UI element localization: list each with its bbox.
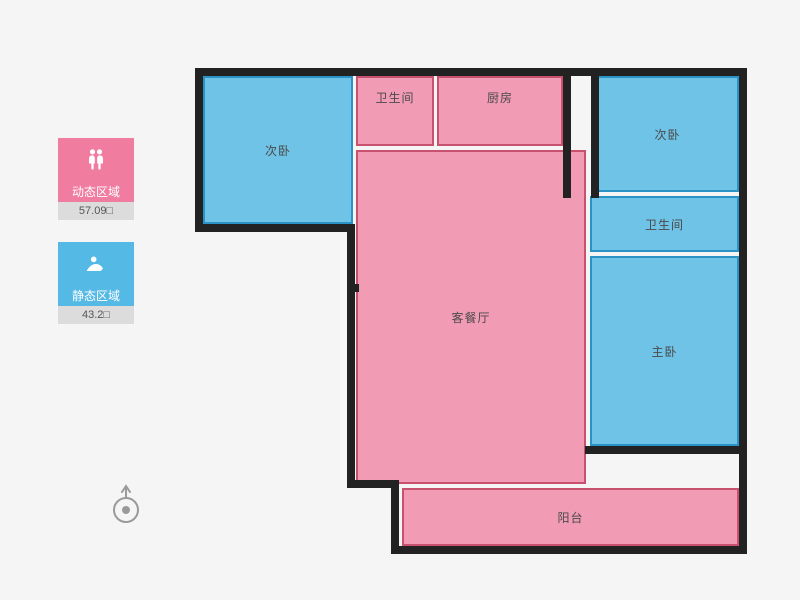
wall-segment: [591, 68, 599, 198]
compass-icon: [108, 484, 144, 531]
room-bedroom2-right: 次卧: [596, 76, 739, 192]
room-master-bedroom: 主卧: [590, 256, 739, 446]
room-kitchen: 厨房: [437, 76, 563, 146]
room-label: 次卧: [261, 141, 295, 160]
legend-static: 静态区域 43.2□: [58, 242, 134, 324]
room-label: 客餐厅: [447, 308, 494, 327]
room-label: 厨房: [483, 88, 517, 107]
floorplan: 次卧卫生间厨房次卧卫生间客餐厅主卧阳台: [195, 68, 747, 554]
legend-dynamic: 动态区域 57.09□: [58, 138, 134, 220]
legend-dynamic-label: 动态区域: [58, 182, 134, 202]
wall-segment: [563, 68, 571, 198]
room-bedroom2-left: 次卧: [203, 76, 353, 224]
legend-dynamic-value: 57.09□: [58, 202, 134, 220]
room-bathroom1: 卫生间: [356, 76, 434, 146]
wall-segment: [347, 284, 359, 292]
room-label: 次卧: [650, 125, 684, 144]
wall-segment: [391, 546, 747, 554]
room-bathroom2: 卫生间: [590, 196, 739, 252]
legend-static-value: 43.2□: [58, 306, 134, 324]
wall-segment: [391, 480, 399, 554]
people-icon: [82, 146, 110, 174]
wall-segment: [585, 446, 745, 454]
person-rest-icon: [82, 250, 110, 278]
wall-segment: [347, 292, 355, 488]
room-label: 卫生间: [371, 88, 418, 107]
wall-segment: [739, 446, 747, 554]
legend-dynamic-icon-box: [58, 138, 134, 182]
room-label: 卫生间: [641, 215, 688, 234]
wall-segment: [195, 224, 355, 232]
wall-segment: [195, 68, 747, 76]
wall-segment: [347, 224, 355, 292]
room-label: 阳台: [553, 508, 587, 527]
legend-static-icon-box: [58, 242, 134, 286]
legend-static-label: 静态区域: [58, 286, 134, 306]
room-living: 客餐厅: [356, 150, 586, 484]
wall-segment: [195, 68, 203, 232]
room-label: 主卧: [647, 342, 681, 361]
legend-panel: 动态区域 57.09□ 静态区域 43.2□: [58, 138, 134, 346]
room-balcony: 阳台: [402, 488, 739, 546]
wall-segment: [739, 68, 747, 452]
